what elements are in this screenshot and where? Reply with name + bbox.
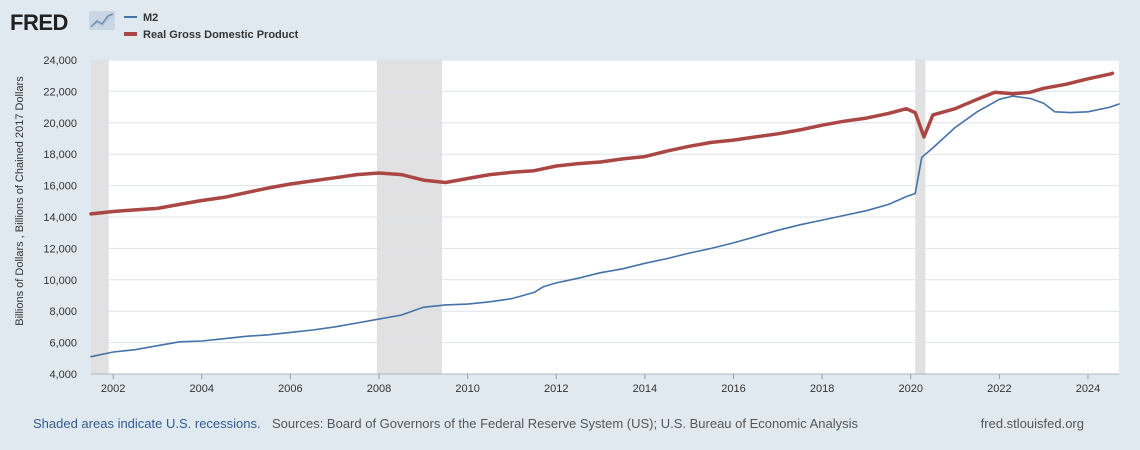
x-tick-label-2020: 2020 [898, 383, 922, 395]
legend: M2 Real Gross Domestic Product [124, 12, 299, 41]
fred-chart-icon [89, 11, 115, 30]
x-tick-label-2002: 2002 [101, 383, 125, 395]
y-tick-label-16000: 16,000 [43, 181, 77, 193]
series-layer [89, 71, 1120, 358]
x-tick-label-2016: 2016 [721, 383, 745, 395]
x-tick-label-2024: 2024 [1076, 383, 1100, 395]
legend-label-m2: M2 [143, 12, 158, 24]
y-tick-label-20000: 20,000 [43, 118, 77, 130]
x-axis-ticks: 2002 2004 2006 2008 2010 2012 2014 2016 2018 2020… [91, 373, 1119, 395]
x-tick-label-2004: 2004 [190, 383, 214, 395]
y-axis-title: Billions of Dollars , Billions of Chaine… [14, 76, 26, 326]
fred-logo[interactable]: FRED [10, 10, 115, 35]
fred-logo-text: FRED [10, 10, 68, 35]
y-tick-label-10000: 10,000 [43, 275, 77, 287]
x-tick-label-2012: 2012 [544, 383, 568, 395]
y-axis-ticks: 4,000 6,000 8,000 10,000 12,000 14,000 16,000 1… [43, 55, 77, 381]
legend-item-real-gdp[interactable]: Real Gross Domestic Product [124, 29, 299, 41]
y-tick-label-22000: 22,000 [43, 86, 77, 98]
y-tick-label-24000: 24,000 [43, 55, 77, 67]
y-tick-label-14000: 14,000 [43, 212, 77, 224]
y-tick-label-6000: 6,000 [49, 338, 77, 350]
series-line-real-gdp[interactable] [89, 71, 1115, 216]
y-tick-label-8000: 8,000 [49, 306, 77, 318]
y-tick-label-4000: 4,000 [49, 369, 77, 381]
x-tick-label-2006: 2006 [278, 383, 302, 395]
fred-site-link[interactable]: fred.stlouisfed.org [980, 416, 1084, 431]
x-tick-label-2014: 2014 [633, 383, 657, 395]
x-tick-label-2018: 2018 [810, 383, 834, 395]
legend-item-m2[interactable]: M2 [124, 12, 158, 24]
chart-canvas: FRED M2 Real Gross Domestic Product 4,00… [10, 10, 1120, 395]
x-tick-label-2022: 2022 [987, 383, 1011, 395]
recession-note-link[interactable]: Shaded areas indicate U.S. recessions. [33, 416, 261, 431]
sources-text: Sources: Board of Governors of the Feder… [272, 416, 858, 431]
y-tick-label-18000: 18,000 [43, 149, 77, 161]
y-tick-label-12000: 12,000 [43, 243, 77, 255]
x-tick-label-2008: 2008 [367, 383, 391, 395]
series-line-m2[interactable] [90, 95, 1120, 358]
legend-label-real-gdp: Real Gross Domestic Product [143, 29, 299, 41]
x-tick-label-2010: 2010 [455, 383, 479, 395]
